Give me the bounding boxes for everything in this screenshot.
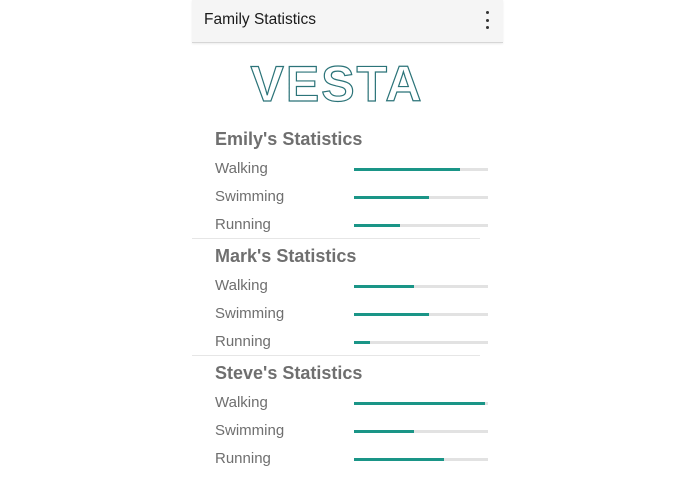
progress-fill	[354, 430, 415, 433]
stat-row-walking: Walking	[192, 394, 503, 422]
stat-label: Swimming	[215, 305, 285, 322]
stat-label: Swimming	[215, 188, 285, 205]
stat-label: Running	[215, 450, 271, 467]
progress-track	[354, 458, 488, 461]
progress-fill	[354, 402, 486, 405]
progress-fill	[354, 458, 444, 461]
stat-row-swimming: Swimming	[192, 422, 503, 450]
stat-label: Walking	[215, 394, 268, 411]
progress-track	[354, 168, 488, 171]
stat-label: Walking	[215, 277, 268, 294]
menu-dot	[485, 26, 489, 29]
section-divider	[192, 238, 480, 239]
section-divider	[192, 355, 480, 356]
progress-track	[354, 402, 488, 405]
stat-label: Running	[215, 216, 271, 233]
logo-text: VESTA	[251, 56, 424, 108]
progress-fill	[354, 313, 430, 316]
progress-fill	[354, 196, 430, 199]
stat-label: Walking	[215, 160, 268, 177]
stat-row-swimming: Swimming	[192, 188, 503, 216]
progress-track	[354, 313, 488, 316]
more-vert-icon[interactable]	[481, 11, 493, 29]
stat-label: Swimming	[215, 422, 285, 439]
menu-dot	[485, 11, 489, 14]
stat-label: Running	[215, 333, 271, 350]
section-title: Emily's Statistics	[215, 129, 363, 149]
stat-row-running: Running	[192, 333, 503, 361]
stat-row-swimming: Swimming	[192, 305, 503, 333]
vesta-logo: VESTA VESTA	[250, 56, 424, 108]
stat-row-running: Running	[192, 450, 503, 478]
progress-fill	[354, 168, 460, 171]
progress-track	[354, 430, 488, 433]
progress-fill	[354, 341, 371, 344]
progress-track	[354, 196, 488, 199]
stat-row-running: Running	[192, 216, 503, 244]
progress-fill	[354, 224, 400, 227]
section-title: Steve's Statistics	[215, 363, 363, 383]
progress-fill	[354, 285, 415, 288]
app-bar: Family Statistics	[192, 0, 503, 43]
progress-track	[354, 224, 488, 227]
stat-row-walking: Walking	[192, 160, 503, 188]
logo-text-inline: VESTA	[251, 56, 424, 108]
progress-track	[354, 285, 488, 288]
stat-row-walking: Walking	[192, 277, 503, 305]
menu-dot	[485, 18, 489, 22]
app-screen: Family Statistics VESTA VESTA Emily's St…	[192, 0, 503, 494]
progress-track	[354, 341, 488, 344]
section-title: Mark's Statistics	[215, 246, 357, 266]
app-title: Family Statistics	[204, 11, 316, 28]
